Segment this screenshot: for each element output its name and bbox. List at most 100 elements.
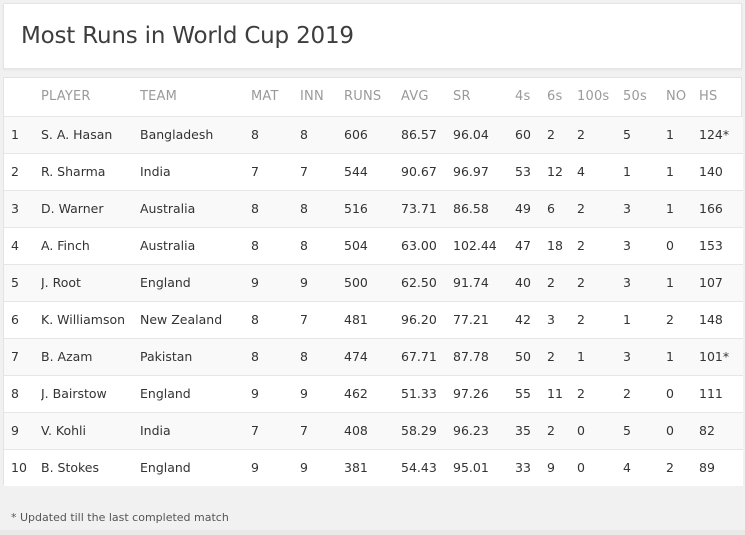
cell-sixes: 2 [547,127,555,142]
column-header-mat: MAT [251,89,279,105]
cell-sr: 86.58 [453,201,489,216]
cell-not-outs: 1 [666,127,674,142]
cell-player: V. Kohli [41,423,86,438]
footnote: * Updated till the last completed match [11,511,229,524]
cell-fours: 50 [515,349,531,364]
column-header-fours: 4s [515,89,531,105]
cell-sr: 96.04 [453,127,489,142]
most-runs-table: PLAYER TEAM MAT INN RUNS AVG SR 4s 6s 100s 50s NO HS… [4,78,743,486]
cell-rank: 2 [11,164,19,179]
column-header-sixes: 6s [547,89,563,105]
cell-high-score: 140 [699,164,723,179]
cell-runs: 504 [344,238,368,253]
cell-fifties: 5 [623,127,631,142]
cell-runs: 500 [344,275,368,290]
cell-sixes: 3 [547,312,555,327]
cell-rank: 7 [11,349,19,364]
cell-avg: 73.71 [401,201,437,216]
cell-mat: 9 [251,386,259,401]
table-body: 1 S. A. Hasan Bangladesh 8 8 606 86.57 96.04 60 2… [4,116,743,486]
cell-inn: 8 [300,349,308,364]
cell-high-score: 153 [699,238,723,253]
table-row: 10 B. Stokes England 9 9 381 54.43 95.01 33 9 0 4 2 8… [4,449,743,486]
cell-avg: 58.29 [401,423,437,438]
cell-player: J. Root [41,275,81,290]
cell-team: England [140,386,191,401]
column-header-sr: SR [453,89,471,105]
cell-not-outs: 1 [666,164,674,179]
cell-sr: 96.23 [453,423,489,438]
cell-fifties: 3 [623,201,631,216]
cell-not-outs: 1 [666,349,674,364]
cell-rank: 1 [11,127,19,142]
table-row: 7 B. Azam Pakistan 8 8 474 67.71 87.78 50 2 1 3 1 101… [4,338,743,375]
cell-runs: 481 [344,312,368,327]
cell-hundreds: 2 [577,386,585,401]
column-header-avg: AVG [401,89,429,105]
cell-fifties: 3 [623,349,631,364]
cell-fours: 55 [515,386,531,401]
column-header-inn: INN [300,89,324,105]
cell-team: England [140,460,191,476]
cell-fours: 35 [515,423,531,438]
column-header-player: PLAYER [41,89,91,105]
cell-sixes: 18 [547,238,563,253]
table-row: 5 J. Root England 9 9 500 62.50 91.74 40 2 2 3 1 107 [4,264,743,301]
cell-runs: 606 [344,127,368,142]
cell-team: India [140,164,171,179]
cell-rank: 9 [11,423,19,438]
cell-avg: 86.57 [401,127,437,142]
cell-mat: 9 [251,460,259,476]
cell-not-outs: 0 [666,238,674,253]
cell-fours: 60 [515,127,531,142]
cell-fifties: 4 [623,460,631,476]
cell-hundreds: 0 [577,460,585,476]
cell-player: B. Stokes [41,460,100,476]
cell-high-score: 111 [699,386,723,401]
cell-fifties: 1 [623,312,631,327]
cell-inn: 7 [300,312,308,327]
cell-inn: 9 [300,460,308,476]
cell-avg: 63.00 [401,238,437,253]
table-row: 6 K. Williamson New Zealand 8 7 481 96.20 77.21… [4,301,743,338]
cell-team: India [140,423,171,438]
cell-inn: 9 [300,386,308,401]
cell-player: K. Williamson [41,312,126,327]
cell-fours: 47 [515,238,531,253]
cell-sixes: 12 [547,164,563,179]
cell-runs: 544 [344,164,368,179]
cell-mat: 8 [251,238,259,253]
cell-hundreds: 2 [577,201,585,216]
cell-rank: 10 [11,460,27,476]
column-header-high-score: HS [699,89,718,105]
cell-hundreds: 4 [577,164,585,179]
cell-fifties: 1 [623,164,631,179]
cell-runs: 462 [344,386,368,401]
column-header-fifties: 50s [623,89,647,105]
cell-not-outs: 1 [666,275,674,290]
cell-mat: 8 [251,201,259,216]
cell-high-score: 89 [699,460,715,476]
cell-sixes: 6 [547,201,555,216]
cell-team: Australia [140,201,196,216]
cell-rank: 5 [11,275,19,290]
cell-inn: 7 [300,164,308,179]
cell-player: B. Azam [41,349,93,364]
cell-runs: 474 [344,349,368,364]
cell-rank: 8 [11,386,19,401]
cell-inn: 7 [300,423,308,438]
cell-not-outs: 0 [666,386,674,401]
title-card: Most Runs in World Cup 2019 [3,3,742,69]
cell-sixes: 2 [547,349,555,364]
cell-fours: 49 [515,201,531,216]
cell-hundreds: 2 [577,238,585,253]
cell-sr: 96.97 [453,164,489,179]
cell-fours: 42 [515,312,531,327]
cell-team: Australia [140,238,196,253]
cell-hundreds: 1 [577,349,585,364]
cell-player: S. A. Hasan [41,127,113,142]
cell-player: A. Finch [41,238,90,253]
cell-player: D. Warner [41,201,104,216]
cell-not-outs: 2 [666,312,674,327]
stats-table-card: PLAYER TEAM MAT INN RUNS AVG SR 4s 6s 100s 50s NO HS… [3,77,743,486]
